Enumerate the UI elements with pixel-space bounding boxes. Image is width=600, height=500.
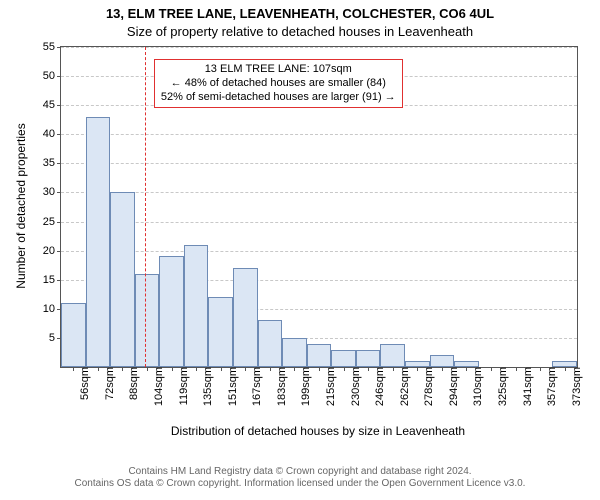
x-tick-label: 199sqm	[298, 367, 312, 406]
histogram-bar	[208, 297, 233, 367]
histogram-bar	[356, 350, 381, 367]
histogram-bar	[61, 303, 86, 367]
histogram-bar	[159, 256, 184, 367]
x-tick-label: 135sqm	[200, 367, 214, 406]
x-tick-label: 310sqm	[470, 367, 484, 406]
annotation-box: 13 ELM TREE LANE: 107sqm← 48% of detache…	[154, 59, 403, 108]
x-tick-label: 183sqm	[274, 367, 288, 406]
histogram-bar	[135, 274, 160, 367]
histogram-bar	[331, 350, 356, 367]
histogram-bar	[307, 344, 332, 367]
gridline	[61, 251, 577, 252]
x-tick-label: 119sqm	[176, 367, 190, 405]
histogram-bar	[86, 117, 111, 367]
title-line-2: Size of property relative to detached ho…	[0, 24, 600, 39]
x-tick-label: 215sqm	[323, 367, 337, 406]
footer-attribution: Contains HM Land Registry data © Crown c…	[0, 466, 600, 490]
x-tick-label: 325sqm	[495, 367, 509, 406]
gridline	[61, 192, 577, 193]
footer-line-1: Contains HM Land Registry data © Crown c…	[0, 466, 600, 478]
histogram-bar	[380, 344, 405, 367]
title-line-1: 13, ELM TREE LANE, LEAVENHEATH, COLCHEST…	[0, 6, 600, 21]
gridline	[61, 134, 577, 135]
x-tick-label: 341sqm	[520, 367, 534, 406]
gridline	[61, 163, 577, 164]
histogram-bar	[430, 355, 455, 367]
histogram-bar	[110, 192, 135, 367]
x-tick-label: 167sqm	[249, 367, 263, 406]
x-tick-label: 56sqm	[77, 367, 91, 400]
x-axis-label: Distribution of detached houses by size …	[60, 424, 576, 438]
x-tick-label: 373sqm	[569, 367, 583, 406]
footer-line-2: Contains OS data © Crown copyright. Info…	[0, 478, 600, 490]
x-tick-label: 278sqm	[421, 367, 435, 406]
annotation-line: 52% of semi-detached houses are larger (…	[161, 91, 396, 105]
x-tick-label: 246sqm	[372, 367, 386, 406]
x-tick-label: 294sqm	[446, 367, 460, 406]
chart-root: 13, ELM TREE LANE, LEAVENHEATH, COLCHEST…	[0, 0, 600, 500]
x-tick-label: 88sqm	[126, 367, 140, 400]
x-tick-label: 72sqm	[102, 367, 116, 400]
x-tick-label: 262sqm	[397, 367, 411, 406]
x-tick-label: 151sqm	[225, 367, 239, 406]
plot-area: 51015202530354045505556sqm72sqm88sqm104s…	[60, 46, 578, 368]
gridline	[61, 47, 577, 48]
histogram-bar	[233, 268, 258, 367]
histogram-bar	[184, 245, 209, 367]
y-axis-label: Number of detached properties	[14, 46, 28, 366]
x-tick-label: 104sqm	[151, 367, 165, 406]
histogram-bar	[282, 338, 307, 367]
annotation-line: ← 48% of detached houses are smaller (84…	[161, 77, 396, 91]
gridline	[61, 222, 577, 223]
x-tick-label: 230sqm	[348, 367, 362, 406]
x-tick-label: 357sqm	[544, 367, 558, 406]
annotation-line: 13 ELM TREE LANE: 107sqm	[161, 63, 396, 77]
histogram-bar	[258, 320, 283, 367]
reference-line	[145, 47, 146, 367]
